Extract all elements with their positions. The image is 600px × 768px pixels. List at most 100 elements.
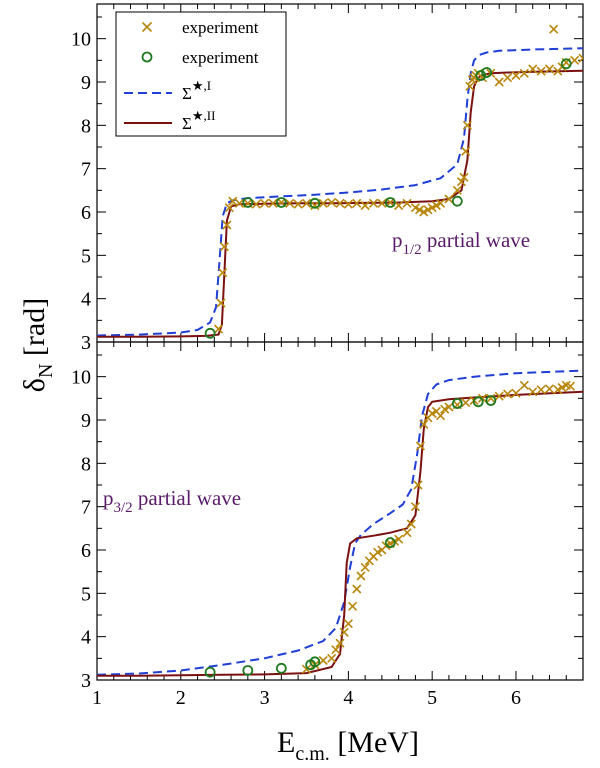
experiment-cross-point [402, 198, 412, 208]
experiment-cross-point [228, 196, 238, 206]
experiment-cross-point [234, 198, 245, 208]
experiment-cross-point [419, 419, 429, 429]
experiment-cross-point [536, 385, 546, 395]
experiment-circle-point [451, 195, 463, 207]
x-axis-title: Ec.m. [MeV] [277, 726, 419, 765]
experiment-cross-point [415, 441, 426, 451]
experiment-circle-point [275, 662, 287, 674]
y-tick-label: 6 [81, 202, 91, 224]
legend-label: Σ★,II [182, 108, 215, 133]
y-tick-label: 7 [81, 497, 91, 519]
experiment-cross-point [544, 384, 555, 394]
experiment-cross-point [301, 664, 312, 674]
experiment-cross-point [452, 185, 462, 195]
y-tick-label: 9 [81, 72, 91, 94]
experiment-cross-point [402, 528, 412, 538]
experiment-cross-point [519, 68, 529, 78]
panel-top-p12: 3 4 5 6 7 8 9 10 [71, 3, 584, 354]
experiment-circle-point [242, 197, 254, 208]
experiment-cross-point [528, 387, 538, 397]
experiment-cross-point [549, 24, 559, 34]
experiment-circle-point [309, 656, 321, 668]
plot-frame-bottom [96, 341, 584, 681]
series-line-sigma-I [97, 369, 583, 676]
experiment-cross-point [216, 298, 226, 308]
experiment-cross-point [544, 64, 555, 74]
experiment-cross-point [459, 172, 469, 182]
experiment-circle-point [384, 197, 396, 208]
experiment-cross-point [410, 502, 420, 512]
experiment-circle-point [384, 537, 396, 549]
experiment-cross-point [268, 198, 278, 208]
legend-box [115, 11, 287, 137]
y-tick-label: 6 [81, 540, 91, 562]
experiment-cross-point [503, 389, 513, 399]
experiment-cross-point [435, 198, 446, 208]
annotation-p12: p1/2 partial wave [392, 228, 530, 258]
experiment-circle-point [309, 197, 321, 209]
y-tick-label: 4 [81, 627, 91, 649]
experiment-circle-point [481, 67, 493, 78]
experiment-cross-point [301, 198, 312, 208]
experiment-cross-point [511, 388, 521, 398]
experiment-cross-point [456, 177, 467, 187]
series-line-sigma-I [97, 47, 583, 337]
y-tick-label: 10 [71, 367, 91, 389]
experiment-cross-point [213, 324, 224, 334]
legend-marker-cross [141, 21, 153, 33]
y-tick-label: 5 [81, 245, 91, 267]
experiment-cross-point [413, 480, 423, 490]
panel-bottom-p32: 1 2 3 4 5 6 3 4 5 6 7 8 9 10 [71, 341, 584, 709]
experiment-cross-point [486, 393, 496, 403]
x-tick-label: 1 [92, 687, 102, 709]
legend-label: experiment [182, 18, 259, 37]
x-tick-label: 2 [176, 687, 186, 709]
annotation-p32: p3/2 partial wave [103, 486, 241, 516]
y-tick-label: 7 [81, 159, 91, 181]
experiment-cross-point [406, 519, 416, 529]
experiment-cross-point [494, 77, 504, 87]
experiment-cross-point [218, 268, 228, 278]
experiment-cross-point [578, 53, 583, 63]
experiment-circle-point [475, 70, 487, 81]
experiment-cross-point [377, 198, 387, 208]
y-tick-label: 9 [81, 410, 91, 432]
x-tick-label: 3 [260, 687, 270, 709]
experiment-cross-point [503, 73, 513, 83]
experiment-cross-point [224, 203, 234, 213]
experiment-cross-point [536, 66, 546, 76]
experiment-circle-point [242, 665, 254, 676]
experiment-cross-point [285, 198, 295, 208]
experiment-cross-point [394, 200, 404, 211]
experiment-cross-point [565, 381, 575, 391]
x-tick-label: 4 [343, 687, 353, 709]
experiment-circle-point [472, 396, 484, 408]
experiment-cross-point [335, 198, 345, 208]
experiment-cross-point [570, 55, 580, 65]
experiment-cross-point [511, 70, 521, 81]
experiment-circle-point [204, 327, 216, 339]
experiment-cross-point [331, 645, 341, 655]
experiment-cross-point [352, 198, 362, 208]
experiment-cross-point [343, 199, 353, 209]
experiment-cross-point [444, 194, 454, 204]
legend-label: Σ★,I [182, 78, 211, 103]
y-tick-label: 8 [81, 453, 91, 475]
y-tick-label: 4 [81, 289, 91, 311]
experiment-cross-point [461, 398, 471, 408]
experiment-circle-point [560, 58, 572, 70]
experiment-cross-point [293, 199, 303, 209]
experiment-cross-point [394, 534, 404, 544]
experiment-cross-point [260, 198, 270, 208]
legend-marker-circle [141, 51, 153, 63]
x-tick-label: 5 [427, 687, 437, 709]
experiment-circle-point [485, 395, 497, 406]
experiment-cross-point [444, 402, 454, 412]
experiment-circle-point [275, 197, 287, 208]
experiment-circle-point [204, 666, 216, 678]
experiment-cross-point [343, 619, 353, 629]
experiment-cross-point [318, 198, 328, 208]
experiment-cross-point [335, 638, 345, 648]
experiment-cross-point [219, 242, 229, 252]
